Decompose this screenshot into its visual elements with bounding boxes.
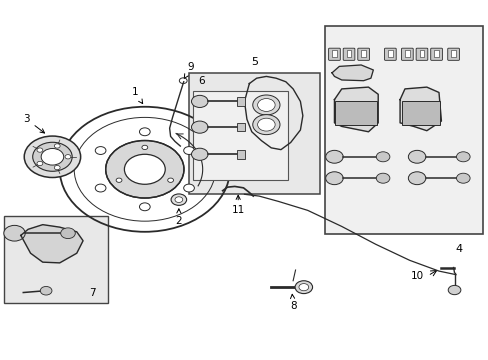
FancyBboxPatch shape <box>401 48 412 60</box>
Circle shape <box>124 154 165 184</box>
FancyBboxPatch shape <box>404 50 409 57</box>
FancyBboxPatch shape <box>346 50 351 57</box>
Text: 7: 7 <box>89 288 96 298</box>
FancyBboxPatch shape <box>331 50 336 57</box>
FancyBboxPatch shape <box>384 48 395 60</box>
Circle shape <box>456 152 469 162</box>
Circle shape <box>325 172 343 185</box>
Circle shape <box>407 172 425 185</box>
Polygon shape <box>331 65 372 81</box>
Circle shape <box>167 178 173 183</box>
Circle shape <box>191 121 207 133</box>
Circle shape <box>24 136 81 177</box>
Circle shape <box>105 140 183 198</box>
Text: 10: 10 <box>410 271 424 281</box>
FancyBboxPatch shape <box>188 73 319 194</box>
Circle shape <box>37 148 43 152</box>
Circle shape <box>139 203 150 211</box>
Circle shape <box>142 145 147 149</box>
Circle shape <box>407 150 425 163</box>
FancyBboxPatch shape <box>324 26 482 234</box>
Circle shape <box>171 194 186 205</box>
FancyBboxPatch shape <box>401 102 440 125</box>
Circle shape <box>257 118 275 131</box>
Circle shape <box>183 184 194 192</box>
Circle shape <box>191 95 207 108</box>
Circle shape <box>375 152 389 162</box>
Circle shape <box>61 228 75 239</box>
Polygon shape <box>21 225 83 263</box>
Circle shape <box>191 148 207 160</box>
FancyBboxPatch shape <box>447 48 458 60</box>
FancyBboxPatch shape <box>237 150 244 158</box>
Circle shape <box>175 197 183 203</box>
Text: 3: 3 <box>23 114 44 133</box>
Circle shape <box>33 142 72 171</box>
Circle shape <box>375 173 389 183</box>
FancyBboxPatch shape <box>343 48 354 60</box>
Circle shape <box>298 284 308 291</box>
Circle shape <box>37 161 43 166</box>
Polygon shape <box>334 87 377 132</box>
FancyBboxPatch shape <box>419 50 424 57</box>
FancyBboxPatch shape <box>193 91 287 180</box>
Circle shape <box>4 225 25 241</box>
FancyBboxPatch shape <box>357 48 369 60</box>
Text: 6: 6 <box>198 76 204 86</box>
FancyBboxPatch shape <box>4 216 108 303</box>
Text: 11: 11 <box>231 195 244 215</box>
Circle shape <box>456 173 469 183</box>
Circle shape <box>41 148 63 165</box>
Circle shape <box>252 114 280 135</box>
FancyBboxPatch shape <box>237 123 244 131</box>
Text: 1: 1 <box>132 87 142 104</box>
FancyBboxPatch shape <box>361 50 366 57</box>
Circle shape <box>257 99 275 111</box>
Circle shape <box>95 184 106 192</box>
Polygon shape <box>399 87 441 131</box>
Circle shape <box>40 287 52 295</box>
Circle shape <box>139 128 150 136</box>
FancyBboxPatch shape <box>387 50 392 57</box>
Circle shape <box>183 147 194 154</box>
Circle shape <box>54 144 60 148</box>
Circle shape <box>325 150 343 163</box>
Circle shape <box>252 95 280 115</box>
Text: 4: 4 <box>454 244 462 254</box>
Circle shape <box>447 285 460 295</box>
Circle shape <box>54 166 60 170</box>
FancyBboxPatch shape <box>450 50 455 57</box>
FancyBboxPatch shape <box>335 102 376 125</box>
Text: 2: 2 <box>175 209 182 226</box>
Text: 5: 5 <box>250 58 257 67</box>
Circle shape <box>116 178 122 183</box>
Text: 8: 8 <box>289 294 296 311</box>
FancyBboxPatch shape <box>237 97 244 106</box>
FancyBboxPatch shape <box>430 48 442 60</box>
FancyBboxPatch shape <box>415 48 427 60</box>
Circle shape <box>294 281 312 294</box>
Text: 9: 9 <box>184 63 194 78</box>
FancyBboxPatch shape <box>328 48 340 60</box>
FancyBboxPatch shape <box>433 50 438 57</box>
Circle shape <box>95 147 106 154</box>
Circle shape <box>65 155 71 159</box>
